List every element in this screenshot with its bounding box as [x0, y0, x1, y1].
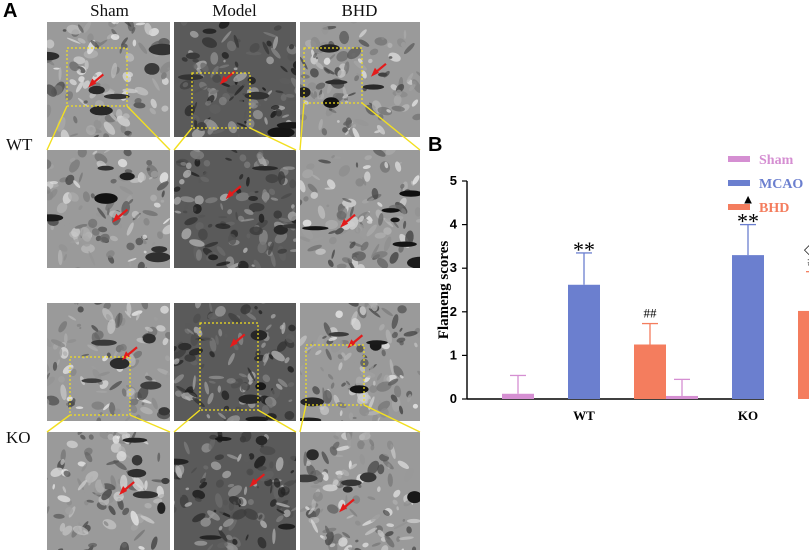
- y-tick-label: 3: [450, 260, 457, 275]
- y-axis-label: Flameng scores: [436, 241, 452, 340]
- panel-b-letter: B: [428, 134, 443, 156]
- zoom-box: [303, 47, 363, 104]
- bar-wt-bhd: [634, 344, 666, 399]
- x-tick-label: KO: [738, 408, 758, 423]
- zoom-connector: [46, 105, 68, 151]
- significance-annotation: ##: [644, 306, 658, 321]
- legend-label: Sham: [759, 153, 794, 168]
- significance-annotation: ▲: [742, 192, 755, 207]
- zoom-connector: [46, 414, 71, 433]
- legend-swatch: [728, 156, 750, 162]
- micrograph-ko-model: [174, 303, 296, 421]
- y-tick-label: 2: [450, 304, 457, 319]
- zoom-box: [191, 72, 251, 129]
- zoom-connector: [363, 404, 421, 433]
- y-tick-label: 5: [450, 173, 457, 188]
- zoom-connector: [249, 127, 297, 151]
- bar-wt-sham: [502, 393, 534, 399]
- micrograph-ko-sham-zoom: [47, 432, 170, 550]
- x-tick-label: WT: [573, 408, 595, 423]
- micrograph-ko-sham: [47, 303, 170, 421]
- y-tick-label: 4: [450, 217, 458, 232]
- significance-annotation: ◇◇: [804, 242, 809, 257]
- zoom-box: [305, 344, 365, 406]
- micrograph-ko-bhd-zoom: [300, 432, 420, 550]
- zoom-overlay: [46, 47, 421, 433]
- panel-a-letter: A: [3, 0, 18, 22]
- legend-swatch: [728, 204, 750, 210]
- significance-annotation: **: [737, 209, 759, 234]
- legend-label: BHD: [759, 201, 789, 216]
- zoom-box: [199, 322, 259, 411]
- micrograph-wt-bhd-zoom: [300, 150, 420, 268]
- micrograph-wt-sham: [47, 22, 170, 137]
- significance-annotation: ##: [808, 254, 809, 269]
- zoom-connector: [173, 409, 201, 433]
- bar-ko-mcao: [732, 255, 764, 399]
- micrograph-wt-model-zoom: [174, 150, 296, 268]
- micrograph-ko-model-zoom: [174, 432, 296, 550]
- zoom-connector: [361, 102, 421, 151]
- zoom-connector: [299, 102, 305, 151]
- zoom-connector: [173, 127, 193, 151]
- column-label-sham: Sham: [90, 1, 129, 20]
- zoom-connector: [126, 105, 171, 151]
- zoom-connector: [299, 404, 307, 433]
- y-tick-label: 0: [450, 391, 457, 406]
- significance-annotation: **: [573, 237, 595, 262]
- y-tick-label: 1: [450, 347, 457, 362]
- column-label-model: Model: [212, 1, 257, 20]
- micrograph-ko-bhd: [300, 303, 420, 421]
- zoom-connector: [129, 414, 171, 433]
- bar-ko-sham: [666, 395, 698, 399]
- legend-swatch: [728, 180, 750, 186]
- zoom-box: [69, 356, 131, 416]
- zoom-box: [66, 47, 128, 107]
- row-label-ko: KO: [6, 428, 31, 447]
- row-label-wt: WT: [6, 135, 33, 154]
- legend-label: MCAO: [759, 177, 803, 192]
- zoom-connector: [257, 409, 297, 433]
- bar-wt-mcao: [568, 284, 600, 399]
- bar-ko-bhd: [798, 310, 809, 399]
- column-label-bhd: BHD: [341, 1, 378, 20]
- micrograph-wt-sham-zoom: [47, 150, 170, 268]
